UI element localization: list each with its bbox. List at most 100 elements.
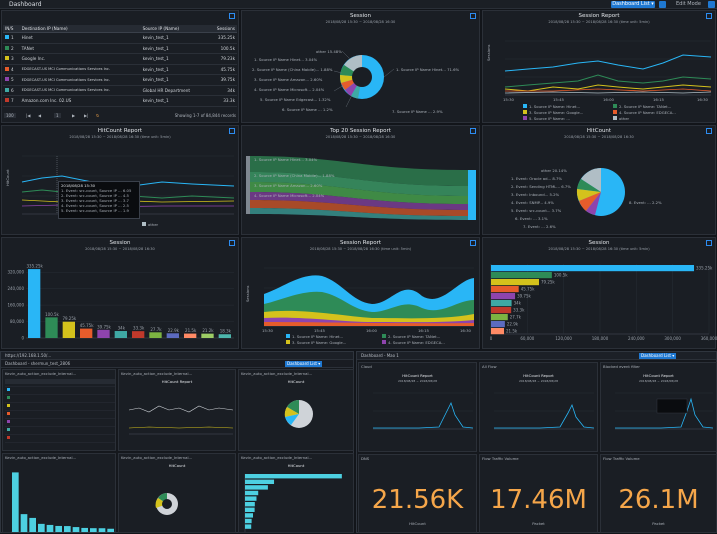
edit-mode-label[interactable]: Edit Mode: [676, 1, 701, 7]
bar: [184, 333, 197, 338]
page-size-select[interactable]: 100: [4, 113, 16, 118]
ip-table-panel: IN/S Destination IP (Name) Source IP (Na…: [1, 10, 239, 123]
bar-data-label: 21.2k: [202, 328, 214, 333]
prev-page-icon[interactable]: ◀: [38, 113, 42, 118]
hbar: [491, 272, 552, 279]
y-axis-label: Sessions: [486, 44, 491, 61]
flow-source-node: [246, 156, 250, 214]
mini-hitcount-panel-2: All Flow HitCount Report 2018/08/28 ~ 20…: [479, 362, 598, 452]
mini-bar: [46, 524, 54, 532]
session-pie-panel: Session 2018/08/28 15:30 ~ 2018/08/28 16…: [241, 10, 480, 123]
col-header[interactable]: Destination IP (Name): [19, 25, 141, 33]
legend-item[interactable]: 4. Source IP Name: EDGECA...: [613, 110, 676, 115]
table-row[interactable]: 1 Hinet kevin_test_1 335.25k: [3, 32, 237, 44]
expand-icon[interactable]: [470, 13, 476, 19]
panel-title: HitCount: [586, 128, 612, 134]
col-header[interactable]: IN/S: [3, 25, 20, 33]
bar: [114, 331, 127, 338]
col-header[interactable]: Source IP (Name): [140, 25, 208, 33]
expand-icon[interactable]: [229, 128, 235, 134]
table-row[interactable]: 6 EDGECAST-US MCI Communications Services…: [3, 85, 237, 96]
hitcount-pie-panel: HitCount 2018/08/28 15:30 ~ 2018/08/28 1…: [482, 125, 716, 235]
reload-icon[interactable]: ↻: [96, 113, 100, 118]
x-tick: 240,000: [628, 336, 645, 341]
expand-icon[interactable]: [706, 13, 712, 19]
session-report-panel: Session Report 2018/08/28 15:30 ~ 2018/0…: [482, 10, 716, 123]
mini-line-chart: [373, 392, 474, 430]
table-row[interactable]: 5 EDGECAST-US MCI Communications Services…: [3, 74, 237, 86]
col-header[interactable]: Sessions: [207, 25, 237, 33]
top20-session-panel: Top 20 Session Report 2018/08/28 15:30 ~…: [241, 125, 480, 235]
settings-icon[interactable]: [708, 1, 715, 8]
legend-item[interactable]: 1. Source IP Name: Hinet...: [523, 104, 580, 109]
next-page-icon[interactable]: ▶: [72, 113, 76, 118]
mini-hbar: [245, 507, 255, 512]
table-row[interactable]: 2 TANet kevin_test_1 100.5k: [3, 43, 237, 54]
pie-label: 7. Event: ... 2.6%: [523, 224, 556, 229]
mini-hbar: [245, 479, 275, 484]
dashboard-select[interactable]: Dashboard List ▾: [639, 353, 677, 359]
table-row[interactable]: 3 Google Inc. kevin_test_1 79.23k: [3, 53, 237, 65]
mini-pie-panel: Kevin_auto_action_exclude_Internal... Hi…: [238, 369, 354, 451]
mini-line-panel: Kevin_auto_action_exclude_Internal... Hi…: [118, 369, 236, 451]
hitcount-pie-chart: [576, 168, 625, 216]
table-row[interactable]: 4 EDGECAST-US MCI Communications Services…: [3, 64, 237, 75]
page-number-input[interactable]: 1: [54, 113, 61, 118]
url-text[interactable]: https://192.168.1.50/...: [5, 353, 52, 358]
expand-icon[interactable]: [229, 13, 235, 19]
hbar: [491, 286, 519, 293]
panel-title: HitCount Report: [97, 128, 143, 134]
expand-icon[interactable]: [706, 128, 712, 134]
x-tick: 16:30: [460, 328, 471, 333]
pie-slice-2: [577, 179, 601, 192]
pie-label: 1. Source IP Name Hinet... 3.04%: [254, 57, 318, 62]
first-page-icon[interactable]: |◀: [26, 113, 31, 118]
legend-item[interactable]: 1. Source IP Name: Hinet...: [286, 334, 343, 339]
bar: [97, 329, 110, 338]
expand-icon[interactable]: [229, 240, 235, 246]
pie-label: 2. Source IP Name (China Mobile)... 1.88…: [252, 67, 333, 72]
mini-hbar: [245, 513, 254, 518]
legend-item[interactable]: 3. Source IP Name: Google...: [523, 110, 583, 115]
pie-slice-other: [581, 168, 601, 192]
x-tick: 16:00: [366, 328, 377, 333]
hitcount-report-panel: HitCount Report 2018/08/28 15:30 ~ 2018/…: [1, 125, 239, 235]
series-line-other: [504, 91, 712, 94]
x-tick: 15:30: [262, 328, 273, 333]
refresh-icon[interactable]: [659, 1, 666, 8]
dashboard-select[interactable]: Dashboard List ▾: [611, 1, 655, 8]
legend-item[interactable]: 2. Source IP Name: TANet...: [613, 104, 671, 109]
legend-item[interactable]: 3. Source IP Name: Google...: [286, 340, 346, 345]
mini-bar: [81, 527, 88, 532]
table-row[interactable]: 7 Amazon.com Inc. 02.US kevin_test_1 33.3k: [3, 95, 237, 107]
mini-line-chart: [615, 392, 714, 430]
last-page-icon[interactable]: ▶|: [84, 113, 89, 118]
flow-label: 3. Source IP Name Amazon... 2.60%: [254, 183, 323, 188]
pie-slice-5: [586, 192, 601, 215]
hbar-data-label: 79.25k: [541, 280, 555, 285]
expand-icon[interactable]: [470, 128, 476, 134]
bar: [218, 334, 231, 338]
panel-subtitle: 2018/08/28 15:30 ~ 2018/08/28 16:30 (tim…: [309, 247, 412, 251]
x-tick: 60,000: [520, 336, 534, 341]
y-tick: 160,000: [7, 303, 24, 308]
mini-donut-chart: [155, 493, 178, 515]
legend-item[interactable]: other: [142, 222, 158, 227]
x-tick: 16:30: [697, 97, 708, 102]
expand-icon[interactable]: [706, 240, 712, 246]
legend-item[interactable]: other: [613, 116, 629, 121]
legend-item[interactable]: 4. Source IP Name: EDGECA...: [382, 340, 445, 345]
mini-bar: [98, 528, 106, 532]
session-line-chart: [504, 40, 712, 96]
legend-item[interactable]: 5. Source IP Name: ...: [523, 116, 570, 121]
right-secondary-window: Dashboard - Mao 1 Dashboard List ▾ Cloud…: [356, 351, 717, 533]
hbar: [491, 328, 505, 335]
hbar-data-label: 21.5k: [506, 329, 518, 334]
x-tick: 15:45: [553, 97, 564, 102]
mini-hbar: [245, 502, 255, 507]
expand-icon[interactable]: [470, 240, 476, 246]
pie-label: 1. Event: Oracle ad... 8.7%: [511, 176, 562, 181]
dashboard-select[interactable]: Dashboard List ▾: [285, 361, 323, 367]
panel-subtitle: 2018/08/28 15:30 ~ 2018/08/28 16:30: [325, 20, 396, 24]
legend-item[interactable]: 2. Source IP Name: TANet...: [382, 334, 440, 339]
